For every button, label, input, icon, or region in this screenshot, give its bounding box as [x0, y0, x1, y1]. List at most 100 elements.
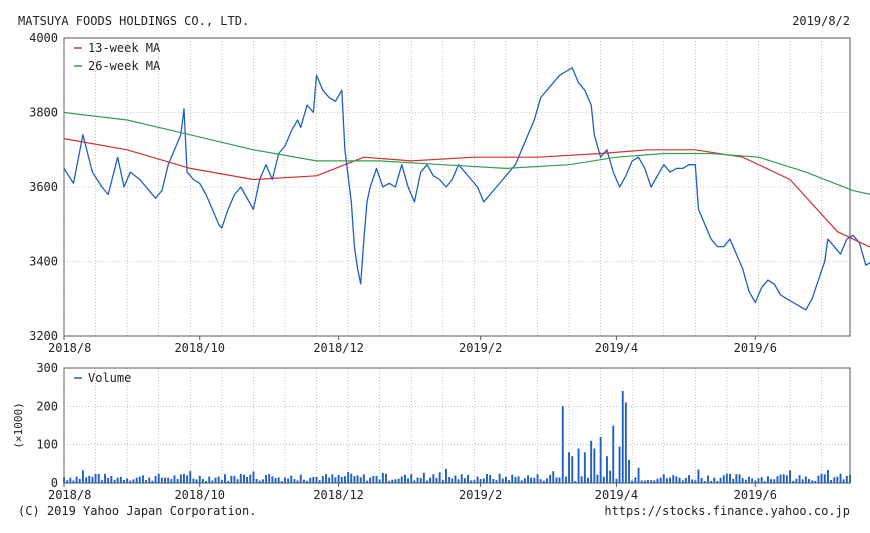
volume-bar	[773, 479, 776, 483]
volume-bar	[359, 477, 362, 483]
volume-bar	[508, 480, 510, 483]
volume-bar	[703, 481, 706, 483]
volume-bar	[662, 474, 665, 483]
volume-bar	[306, 480, 308, 483]
volume-bar	[179, 474, 182, 483]
volume-bar	[249, 474, 252, 483]
volume-bar	[681, 480, 684, 483]
volume-bar	[653, 480, 656, 483]
volume-bar	[220, 480, 223, 483]
volume-x-tick-label: 2019/2	[459, 488, 502, 502]
volume-bar	[849, 475, 851, 483]
volume-bar	[631, 480, 634, 483]
volume-bar	[445, 468, 447, 483]
volume-bar	[189, 471, 192, 483]
volume-bar	[836, 476, 839, 483]
volume-bar	[615, 478, 618, 483]
volume-bar	[713, 477, 716, 483]
volume-bar	[710, 480, 713, 483]
volume-bar	[795, 478, 798, 483]
volume-bar	[381, 472, 384, 483]
volume-bar	[208, 476, 211, 483]
volume-bar	[334, 477, 337, 483]
volume-bar	[839, 473, 842, 483]
volume-bar	[729, 473, 731, 483]
volume-bar	[328, 477, 331, 483]
volume-bar	[804, 476, 807, 483]
volume-bar	[195, 479, 198, 483]
volume-bar	[827, 469, 829, 483]
volume-bar	[429, 477, 432, 483]
volume-bar	[372, 476, 375, 483]
volume-bar	[817, 475, 820, 483]
volume-bar	[186, 475, 189, 483]
volume-bar	[325, 474, 327, 483]
volume-bar	[176, 479, 179, 483]
volume-bar	[760, 477, 763, 483]
volume-bar	[643, 480, 646, 483]
volume-bar	[511, 474, 514, 483]
volume-bar	[659, 477, 662, 483]
price-x-tick-label: 2018/10	[174, 341, 225, 355]
volume-bar	[498, 473, 501, 483]
volume-bar	[716, 481, 719, 483]
volume-bar	[517, 476, 520, 483]
volume-bar	[634, 477, 637, 483]
volume-bar	[378, 479, 381, 483]
volume-bar	[271, 476, 274, 483]
volume-bar	[299, 474, 302, 483]
volume-bar	[763, 481, 766, 483]
volume-bar	[523, 478, 526, 483]
source-url: https://stocks.finance.yahoo.co.jp	[604, 504, 850, 518]
volume-bar	[467, 474, 469, 483]
volume-bar	[770, 479, 772, 483]
volume-bar	[719, 477, 722, 483]
volume-bar	[422, 472, 425, 483]
volume-bar	[798, 475, 801, 483]
volume-bar	[321, 476, 324, 483]
volume-bar	[779, 474, 782, 483]
price-chart-panel: 3200 3400 3600 3800 4000 2018/8 2018/10 2018/12…	[29, 31, 870, 355]
ma26-series-line	[63, 111, 870, 195]
volume-bar	[549, 474, 552, 483]
volume-bar	[536, 474, 539, 483]
volume-bar	[410, 474, 413, 483]
volume-bar	[113, 479, 116, 483]
volume-bar	[694, 480, 697, 483]
volume-bar	[808, 479, 810, 483]
volume-bar	[697, 469, 700, 483]
volume-bar	[722, 475, 725, 483]
volume-bar	[672, 475, 675, 483]
volume-bar	[495, 480, 498, 483]
volume-bar	[527, 475, 529, 483]
volume-bar	[602, 476, 605, 483]
volume-bar	[391, 479, 394, 483]
volume-bar	[110, 475, 113, 483]
volume-bar	[489, 475, 492, 483]
volume-x-tick-label: 2018/8	[48, 488, 91, 502]
copyright-text: (C) 2019 Yahoo Japan Corporation.	[18, 504, 257, 518]
volume-bar	[116, 477, 119, 483]
volume-x-tick-label: 2019/6	[734, 488, 777, 502]
volume-bar	[732, 478, 735, 483]
volume-bar	[542, 480, 545, 483]
volume-y-tick-label: 100	[36, 438, 58, 452]
volume-bar	[72, 480, 75, 483]
volume-y-axis-label: (×1000)	[12, 402, 25, 448]
volume-bar	[451, 478, 454, 483]
volume-bar	[426, 480, 428, 483]
volume-bar	[277, 477, 280, 483]
volume-bar	[138, 476, 141, 483]
volume-bar	[261, 479, 264, 483]
volume-bar	[154, 475, 157, 483]
volume-bar	[198, 475, 201, 483]
volume-bar	[183, 474, 185, 483]
ma13-series-line	[63, 138, 870, 248]
volume-bar	[211, 480, 214, 483]
volume-bar	[565, 476, 567, 483]
volume-bar	[785, 475, 788, 483]
legend-label-ma13: 13-week MA	[88, 41, 161, 55]
volume-bar	[274, 478, 277, 483]
volume-bar	[492, 479, 495, 483]
